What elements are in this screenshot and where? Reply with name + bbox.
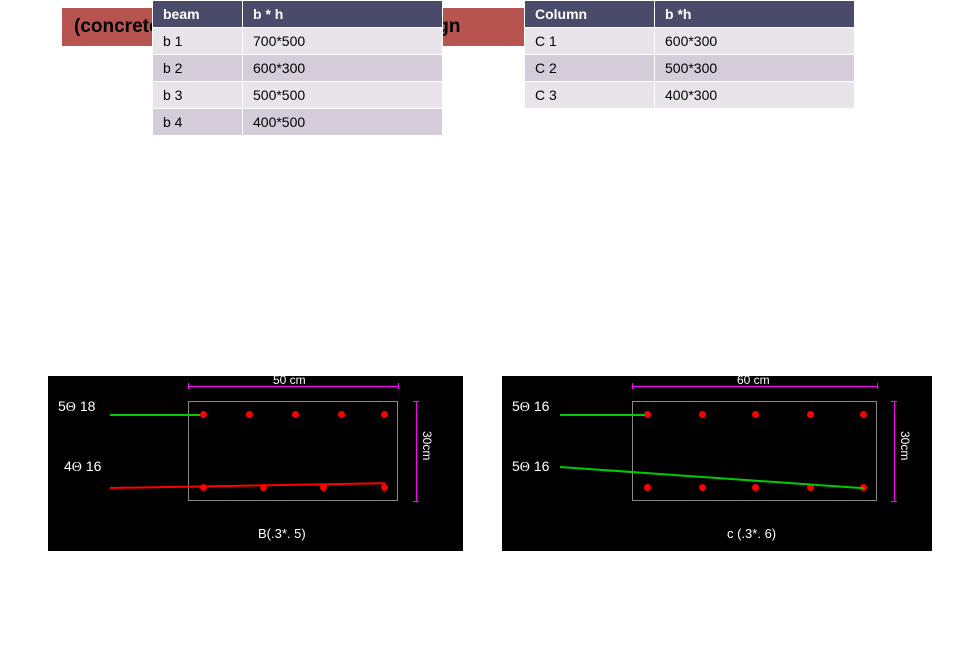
section-label: B(.3*. 5) bbox=[258, 526, 306, 541]
table-row: C 2500*300 bbox=[525, 55, 855, 82]
table-row: b 3500*500 bbox=[153, 82, 443, 109]
column-header-1: b *h bbox=[655, 1, 855, 28]
rebar-dot bbox=[381, 484, 388, 491]
table-row: b 1700*500 bbox=[153, 28, 443, 55]
rebar-dot bbox=[807, 411, 814, 418]
rebar-label-bottom: 4Θ 16 bbox=[64, 458, 101, 476]
rebar-label-bottom: 5Θ 16 bbox=[512, 458, 549, 476]
rebar-dot bbox=[752, 411, 759, 418]
rebar-dot bbox=[644, 484, 651, 491]
rebar-dot bbox=[644, 411, 651, 418]
dim-right bbox=[416, 401, 417, 501]
leader-top bbox=[560, 414, 645, 416]
beam-section-diagram: 5Θ 18 4Θ 16 50 cm 30cm B(.3*. 5) bbox=[48, 376, 463, 551]
rebar-dot bbox=[338, 411, 345, 418]
rebar-dot bbox=[860, 411, 867, 418]
dim-top-label: 60 cm bbox=[737, 373, 770, 387]
dim-right-label: 30cm bbox=[898, 431, 912, 460]
table-row: C 3400*300 bbox=[525, 82, 855, 109]
rebar-dot bbox=[699, 484, 706, 491]
rebar-label-top: 5Θ 16 bbox=[512, 398, 549, 416]
rebar-dot bbox=[381, 411, 388, 418]
rebar-dot bbox=[246, 411, 253, 418]
beam-table: beam b * h b 1700*500 b 2600*300 b 3500*… bbox=[152, 0, 443, 136]
column-header-0: Column bbox=[525, 1, 655, 28]
rebar-label-top: 5Θ 18 bbox=[58, 398, 95, 416]
dim-top-label: 50 cm bbox=[273, 373, 306, 387]
beam-header-1: b * h bbox=[243, 1, 443, 28]
rebar-dot bbox=[699, 411, 706, 418]
rebar-dot bbox=[752, 484, 759, 491]
table-row: b 4400*500 bbox=[153, 109, 443, 136]
leader-top bbox=[110, 414, 200, 416]
rebar-dot bbox=[292, 411, 299, 418]
table-row: C 1600*300 bbox=[525, 28, 855, 55]
dim-right-label: 30cm bbox=[420, 431, 434, 460]
table-row: b 2600*300 bbox=[153, 55, 443, 82]
column-table: Column b *h C 1600*300 C 2500*300 C 3400… bbox=[524, 0, 855, 109]
section-label: c (.3*. 6) bbox=[727, 526, 776, 541]
column-section-diagram: 5Θ 16 5Θ 16 60 cm 30cm c (.3*. 6) bbox=[502, 376, 932, 551]
rebar-dot bbox=[200, 411, 207, 418]
beam-header-0: beam bbox=[153, 1, 243, 28]
dim-right bbox=[894, 401, 895, 501]
